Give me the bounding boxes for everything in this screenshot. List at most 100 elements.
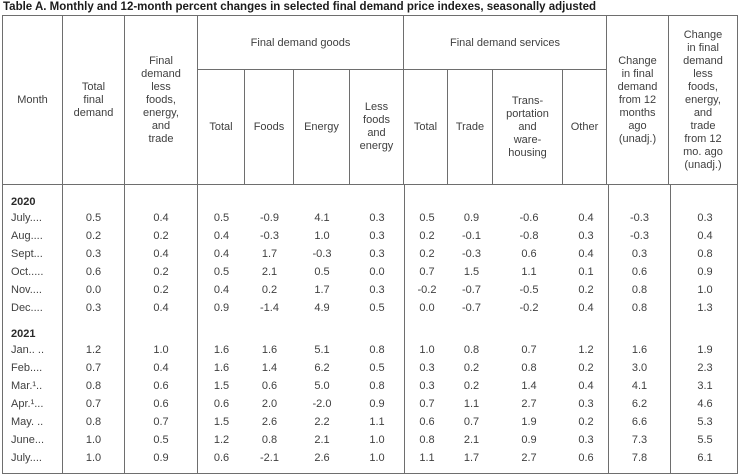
col-header-goods-total: Total [198,70,245,184]
value-cell: 1.0 [350,431,405,449]
value-cell [405,467,449,473]
value-cell: 0.8 [63,377,125,395]
value-cell: 0.8 [609,281,671,299]
month-label: Jan.. .. [3,341,63,359]
value-cell: 0.5 [213,212,230,224]
value-cell: 0.6 [213,452,230,464]
value-cell: 0.2 [125,227,198,245]
value-cell: 0.3 [350,209,405,227]
value-cell: -2.0 [312,398,332,410]
value-cell: 0.9 [521,434,537,446]
value-cell: 0.8 [609,299,671,317]
value-cell: 0.3 [350,281,405,299]
value-cell: -0.6 [519,212,539,224]
value-cell [449,317,494,341]
value-cell: 0.8 [521,362,537,374]
value-cell: 1.7 [314,284,330,296]
value-cell: 0.8 [697,248,713,260]
value-cell: 0.9 [125,449,198,467]
value-cell: 5.1 [314,344,330,356]
value-cell: 2.3 [697,362,713,374]
value-cell: 0.4 [564,299,609,317]
value-cell: 1.5 [213,416,230,428]
value-cell: 0.4 [213,284,230,296]
value-cell [63,185,125,209]
value-cell: 1.2 [213,434,230,446]
value-cell: 0.7 [419,266,435,278]
ppi-table: Month Total final demand Final demand le… [2,15,738,474]
value-cell: 1.6 [609,341,671,359]
value-cell [564,317,609,341]
value-cell: 0.7 [419,398,435,410]
year-row: 2021 [3,317,737,341]
value-cell [125,467,198,473]
value-cell: 0.2 [564,359,609,377]
value-cell: 6.6 [609,413,671,431]
col-header-goods-less-foods-energy: Less foods and energy [359,101,394,152]
year-row: 2020 [3,185,737,209]
value-cell: 0.3 [609,245,671,263]
col-header-services-total: Total [404,70,448,184]
table-title: Table A. Monthly and 12-month percent ch… [3,1,597,13]
value-cell: 2.6 [314,452,330,464]
value-cell: 0.6 [419,416,435,428]
value-cell: 1.1 [419,452,435,464]
month-label: Nov.... [3,281,63,299]
value-cell: 0.3 [350,245,405,263]
table-row: May. .. 0.8 0.7 1.5 2.6 2.2 1.1 0.6 0.7 1.9 0.2 6.6… [3,413,737,431]
value-cell [350,317,405,341]
value-cell: 0.7 [521,344,537,356]
month-label: Aug.... [3,227,63,245]
value-cell: 0.4 [125,209,198,227]
value-cell [63,317,125,341]
value-cell: 0.9 [350,395,405,413]
value-cell: 3.0 [609,359,671,377]
value-cell: 0.4 [697,230,713,242]
value-cell: -0.2 [417,284,437,296]
value-cell: 0.7 [63,395,125,413]
value-cell: 2.7 [521,398,537,410]
value-cell [671,317,739,341]
value-cell: 0.4 [213,248,230,260]
value-cell [63,467,125,473]
value-cell: 0.4 [564,245,609,263]
value-cell: 6.2 [314,362,330,374]
value-cell [125,317,198,341]
month-label: Sept... [3,245,63,263]
value-cell: 0.6 [125,377,198,395]
value-cell: 0.8 [419,434,435,446]
value-cell: 0.3 [63,299,125,317]
col-header-month: Month [3,16,63,184]
value-cell: -2.1 [260,452,279,464]
value-cell: 0.2 [125,281,198,299]
value-cell [198,185,245,209]
value-cell: -0.2 [519,302,539,314]
group-final-demand-services: Final demand services Total Trade Trans-… [404,16,607,184]
value-cell: -0.3 [609,209,671,227]
col-header-change-12mo: Change in final demand from 12 months ag… [607,16,669,184]
month-label: July.... [3,449,63,467]
group-header-goods: Final demand goods [198,16,403,70]
table-row: June... 1.0 0.5 1.2 0.8 2.1 1.0 0.8 2.1 0.9 0.3 7.3… [3,431,737,449]
value-cell: -0.3 [462,248,481,260]
value-cell: 6.2 [609,395,671,413]
value-cell: 1.1 [463,398,480,410]
value-cell: 1.6 [213,344,230,356]
value-cell: 1.0 [63,431,125,449]
month-label: Mar.¹.. [3,377,63,395]
value-cell: 0.8 [261,434,278,446]
value-cell: 3.1 [697,380,713,392]
value-cell: 0.2 [463,380,480,392]
value-cell: 1.0 [697,284,713,296]
table-row: Nov.... 0.0 0.2 0.4 0.2 1.7 0.3 -0.2 -0.7 -0.5 0.2… [3,281,737,299]
value-cell: 4.1 [314,212,330,224]
value-cell: 2.1 [314,434,330,446]
value-cell: -0.9 [260,212,279,224]
value-cell: 0.2 [419,230,435,242]
value-cell: 0.4 [125,299,198,317]
value-cell [494,185,564,209]
value-cell: 1.5 [213,380,230,392]
table-row: Dec.... 0.3 0.4 0.9 -1.4 4.9 0.5 0.0 -0.7 -0.2 0.4… [3,299,737,317]
value-cell: 0.3 [419,362,435,374]
col-header-services-other: Other [570,120,599,133]
